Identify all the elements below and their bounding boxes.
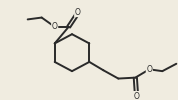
Text: O: O xyxy=(52,22,58,31)
Text: O: O xyxy=(146,65,152,74)
Text: O: O xyxy=(75,8,81,16)
Text: O: O xyxy=(133,92,139,100)
